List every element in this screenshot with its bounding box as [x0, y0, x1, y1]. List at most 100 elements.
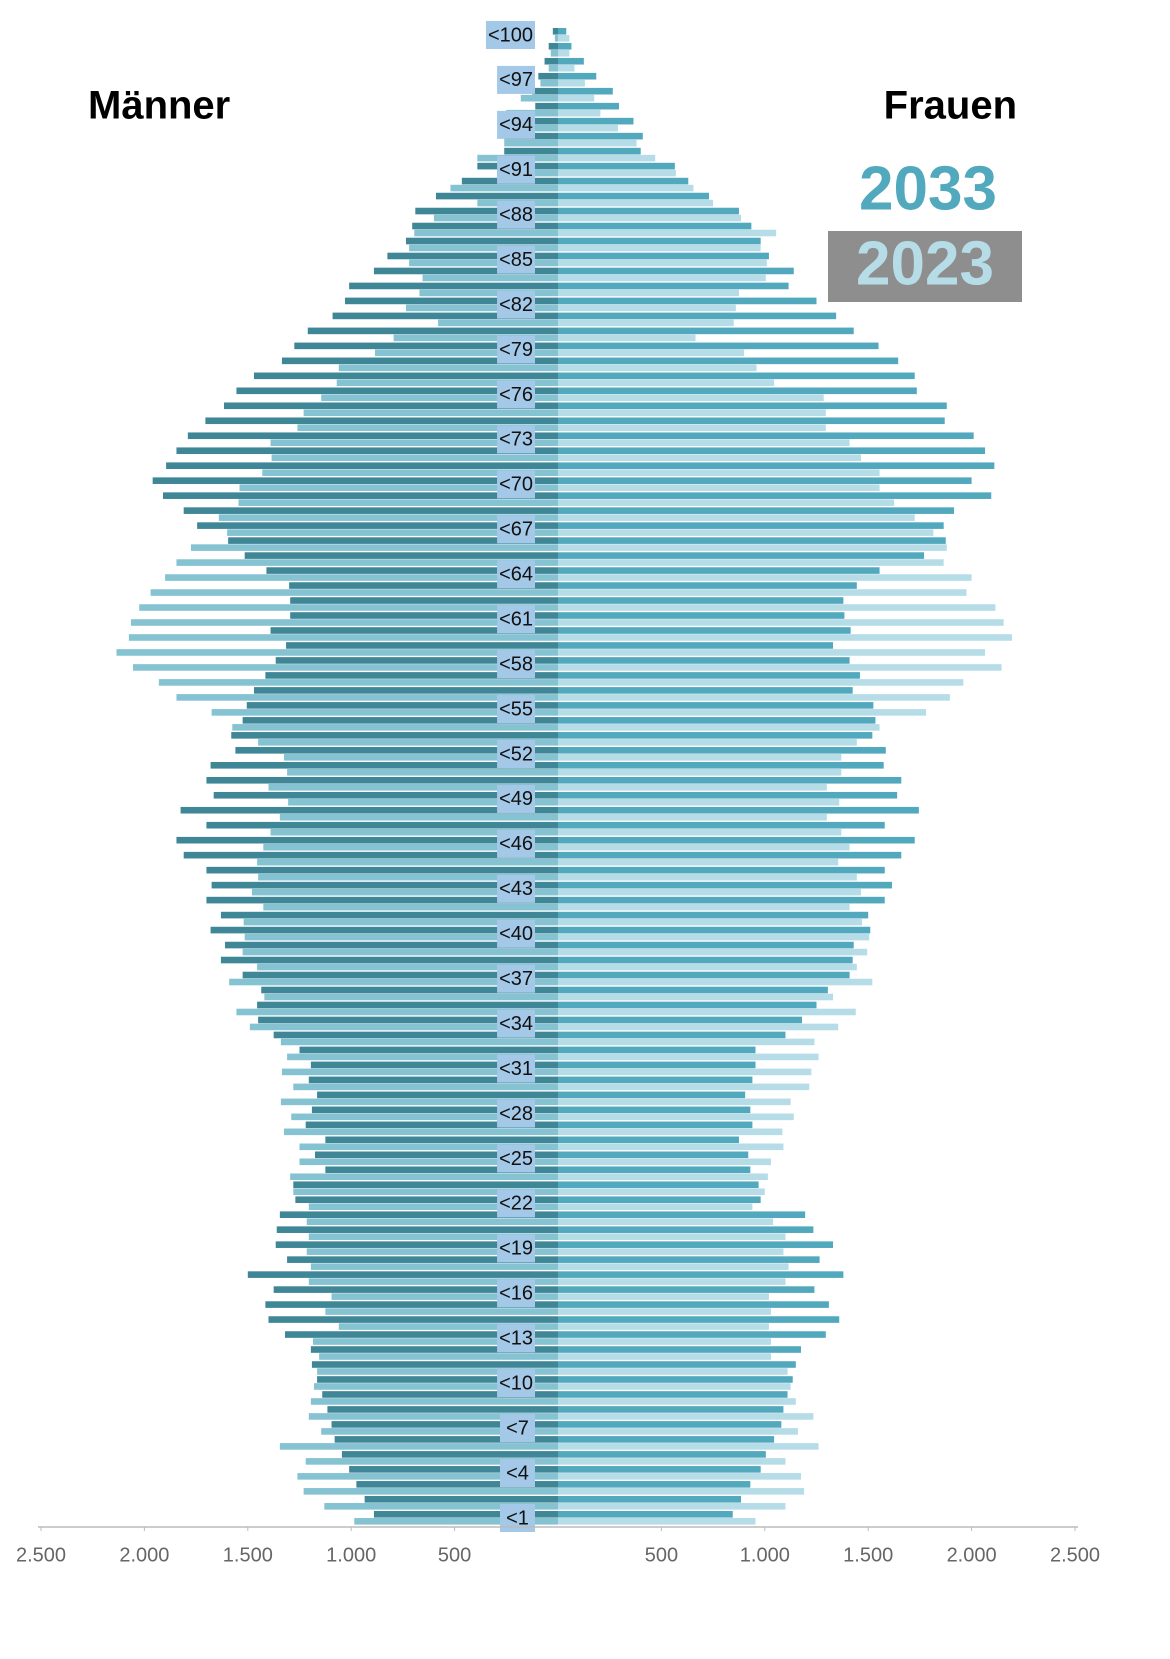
- age-label: <58: [499, 653, 533, 675]
- bar: [258, 739, 558, 746]
- bar: [558, 1248, 784, 1255]
- bar: [205, 417, 558, 425]
- bar: [257, 1001, 558, 1009]
- bar: [206, 821, 558, 829]
- bar: [211, 881, 559, 889]
- bar: [558, 1346, 801, 1353]
- bar: [558, 1443, 819, 1450]
- bar: [409, 259, 558, 267]
- bar: [558, 1338, 772, 1345]
- x-tick-label: 2.000: [119, 1544, 169, 1566]
- bar: [317, 1368, 558, 1375]
- bar: [228, 537, 559, 544]
- bar: [558, 379, 775, 387]
- age-label: <19: [499, 1238, 533, 1260]
- bar: [558, 1398, 796, 1405]
- bar: [305, 1458, 558, 1465]
- bar: [548, 42, 558, 50]
- bar: [558, 813, 827, 821]
- bar: [558, 154, 656, 162]
- bar: [435, 192, 558, 200]
- bar: [558, 462, 995, 469]
- bar: [290, 1173, 558, 1181]
- age-label-box: [497, 200, 535, 229]
- bar: [290, 597, 558, 604]
- bar: [558, 948, 868, 956]
- bar: [116, 649, 559, 656]
- bar: [558, 1218, 774, 1225]
- bar: [308, 1076, 558, 1084]
- bar: [356, 1481, 558, 1488]
- bar: [558, 109, 601, 117]
- bar: [558, 177, 689, 185]
- bar: [558, 783, 827, 791]
- bar: [321, 394, 558, 402]
- bar: [558, 1098, 791, 1106]
- bar: [271, 454, 558, 462]
- age-label-box: [497, 1234, 535, 1263]
- age-label: <52: [499, 743, 533, 765]
- age-label-box: [497, 110, 535, 139]
- bar: [235, 747, 558, 754]
- bar: [183, 851, 558, 859]
- bar: [254, 687, 558, 694]
- bar: [211, 709, 559, 716]
- bar: [558, 417, 945, 425]
- bar: [558, 372, 915, 380]
- bar: [263, 843, 558, 851]
- bar: [331, 1421, 558, 1428]
- bar: [558, 1113, 794, 1121]
- bar: [558, 274, 766, 282]
- bar: [558, 1301, 829, 1308]
- bar: [293, 1188, 558, 1196]
- bar: [554, 34, 558, 42]
- bar: [558, 679, 964, 686]
- bar: [558, 709, 927, 716]
- bar: [558, 544, 947, 551]
- bar: [258, 1016, 558, 1024]
- bar: [286, 642, 558, 649]
- bar: [319, 1353, 558, 1360]
- age-label: <10: [499, 1372, 533, 1394]
- bar: [262, 469, 558, 476]
- bar: [270, 627, 558, 634]
- x-tick-label: 2.500: [1050, 1544, 1100, 1566]
- bar: [246, 702, 559, 709]
- age-label: <64: [499, 564, 533, 586]
- bar: [280, 1038, 558, 1046]
- age-label: <13: [499, 1328, 533, 1350]
- bar: [249, 1023, 559, 1031]
- bar: [558, 484, 880, 491]
- bar: [236, 387, 558, 395]
- bar: [558, 978, 873, 986]
- bar: [558, 439, 850, 447]
- bar: [321, 1428, 558, 1435]
- age-label-box: [497, 1189, 535, 1218]
- bar: [334, 1436, 558, 1443]
- age-label: <25: [499, 1148, 533, 1170]
- bar: [558, 529, 934, 536]
- bar: [210, 926, 559, 934]
- bar: [558, 724, 880, 731]
- age-label-box: [497, 919, 535, 948]
- x-tick-label: 2.000: [947, 1544, 997, 1566]
- bar: [558, 933, 870, 941]
- bar: [558, 87, 613, 95]
- bar: [558, 843, 850, 851]
- bar: [341, 1451, 558, 1458]
- bar: [558, 732, 873, 739]
- bar: [332, 312, 558, 320]
- bar: [558, 567, 880, 574]
- bar: [306, 1218, 558, 1225]
- bar: [558, 1473, 801, 1480]
- x-tick-label: 1.000: [740, 1544, 790, 1566]
- bar: [558, 956, 853, 964]
- age-label: <73: [499, 429, 533, 451]
- age-label: <43: [499, 878, 533, 900]
- bar: [165, 574, 558, 581]
- bar: [558, 657, 850, 664]
- bar: [558, 762, 884, 769]
- bar: [558, 27, 567, 35]
- bar: [558, 1361, 796, 1368]
- age-label: <22: [499, 1193, 533, 1215]
